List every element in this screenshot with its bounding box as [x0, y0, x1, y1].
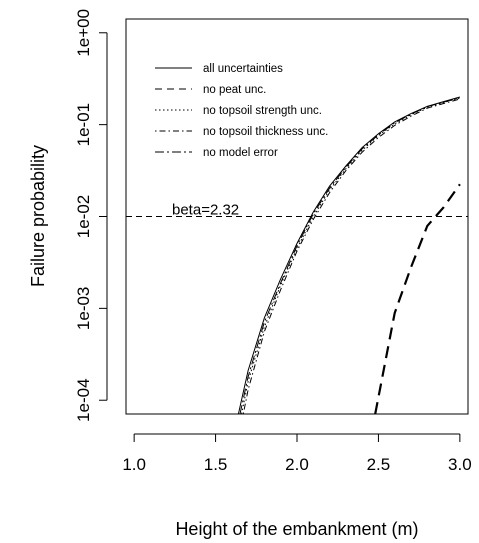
series-line-no-model-error [239, 96, 461, 414]
series-line-no-topsoil-strength-unc- [241, 97, 461, 414]
legend-label: no topsoil thickness unc. [203, 126, 328, 138]
series-layer [237, 96, 461, 414]
series-line-no-peat-unc- [374, 183, 461, 414]
x-tick-label: 2.0 [285, 455, 309, 474]
x-tick-label: 1.5 [204, 455, 228, 474]
axis-layer: 1.0 1.5 2.0 2.5 3.0 1e-04 1e-03 1e-02 1e-01 1e+00 [74, 9, 472, 474]
x-axis-title: Height of the embankment (m) [175, 519, 418, 539]
x-tick-label: 3.0 [448, 455, 472, 474]
legend-label: no peat unc. [203, 84, 266, 96]
y-tick-label: 1e+00 [74, 9, 93, 57]
reference-label: beta=2.32 [172, 202, 239, 219]
reference-layer: beta=2.32 [126, 202, 468, 219]
series-line-no-topsoil-thickness-unc- [242, 98, 461, 414]
y-axis-title: Failure probability [28, 145, 48, 287]
y-tick-label: 1e-01 [74, 103, 93, 146]
legend-label: no topsoil strength unc. [203, 105, 322, 117]
legend-label: no model error [203, 147, 278, 159]
x-tick-label: 2.5 [367, 455, 391, 474]
y-tick-label: 1e-04 [74, 378, 93, 421]
x-tick-label: 1.0 [122, 455, 146, 474]
y-tick-label: 1e-03 [74, 287, 93, 330]
series-line-all-uncertainties [237, 96, 461, 414]
legend-label: all uncertainties [203, 63, 283, 75]
y-tick-label: 1e-02 [74, 195, 93, 238]
legend: all uncertainties no peat unc. no topsoil … [155, 63, 328, 159]
